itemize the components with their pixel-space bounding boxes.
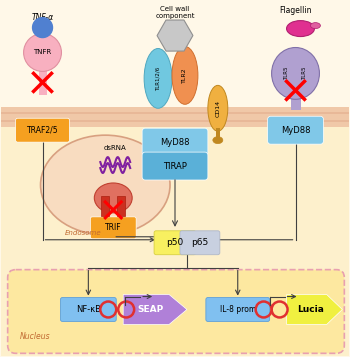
Bar [1,112,349,114]
Bar [290,92,301,110]
Text: p50: p50 [166,238,184,247]
Text: SEAP: SEAP [138,305,164,314]
Bar [1,127,349,356]
Ellipse shape [272,47,320,99]
Text: Endosome: Endosome [65,230,102,236]
Ellipse shape [287,21,314,36]
Ellipse shape [213,137,223,144]
Text: p65: p65 [191,238,209,247]
Text: TLR2: TLR2 [182,67,188,83]
Text: CD14: CD14 [215,100,220,117]
FancyBboxPatch shape [142,152,208,180]
Text: MyD88: MyD88 [281,126,310,135]
FancyBboxPatch shape [180,231,220,255]
Ellipse shape [94,183,132,213]
FancyBboxPatch shape [142,128,208,156]
Ellipse shape [144,49,172,108]
Circle shape [33,17,52,37]
Bar [1,107,349,127]
FancyBboxPatch shape [61,297,116,321]
Polygon shape [287,295,342,325]
FancyBboxPatch shape [268,116,323,144]
Ellipse shape [310,22,320,29]
Ellipse shape [23,34,62,71]
Bar [1,1,349,110]
Text: dsRNA: dsRNA [104,145,127,151]
Ellipse shape [172,46,198,104]
Text: Lucia: Lucia [297,305,324,314]
Text: TIRAP: TIRAP [163,162,187,171]
Text: MyD88: MyD88 [160,138,190,147]
Bar [38,65,47,95]
FancyBboxPatch shape [90,217,136,239]
Text: TRAF2/5: TRAF2/5 [27,126,58,135]
Text: TLR1/2/6: TLR1/2/6 [155,66,161,91]
FancyBboxPatch shape [16,118,69,142]
Bar [1,120,349,122]
Text: Nucleus: Nucleus [20,332,51,341]
Text: Flagellin: Flagellin [279,6,312,15]
Text: NF-κB: NF-κB [76,305,101,314]
FancyBboxPatch shape [206,297,270,321]
Ellipse shape [41,135,170,235]
Text: TLR5: TLR5 [302,67,307,80]
FancyBboxPatch shape [154,231,196,255]
Polygon shape [123,295,187,325]
Bar [216,128,220,138]
Ellipse shape [208,85,228,131]
Text: IL-8 prom: IL-8 prom [220,305,256,314]
Text: TRIF: TRIF [105,223,121,232]
Bar [117,196,125,216]
Bar [101,196,109,216]
FancyBboxPatch shape [8,270,344,353]
Text: TNFR: TNFR [33,50,52,55]
Text: TNF-α: TNF-α [32,12,54,22]
Text: Cell wall
component: Cell wall component [155,6,195,19]
Text: TLR5: TLR5 [284,67,289,80]
